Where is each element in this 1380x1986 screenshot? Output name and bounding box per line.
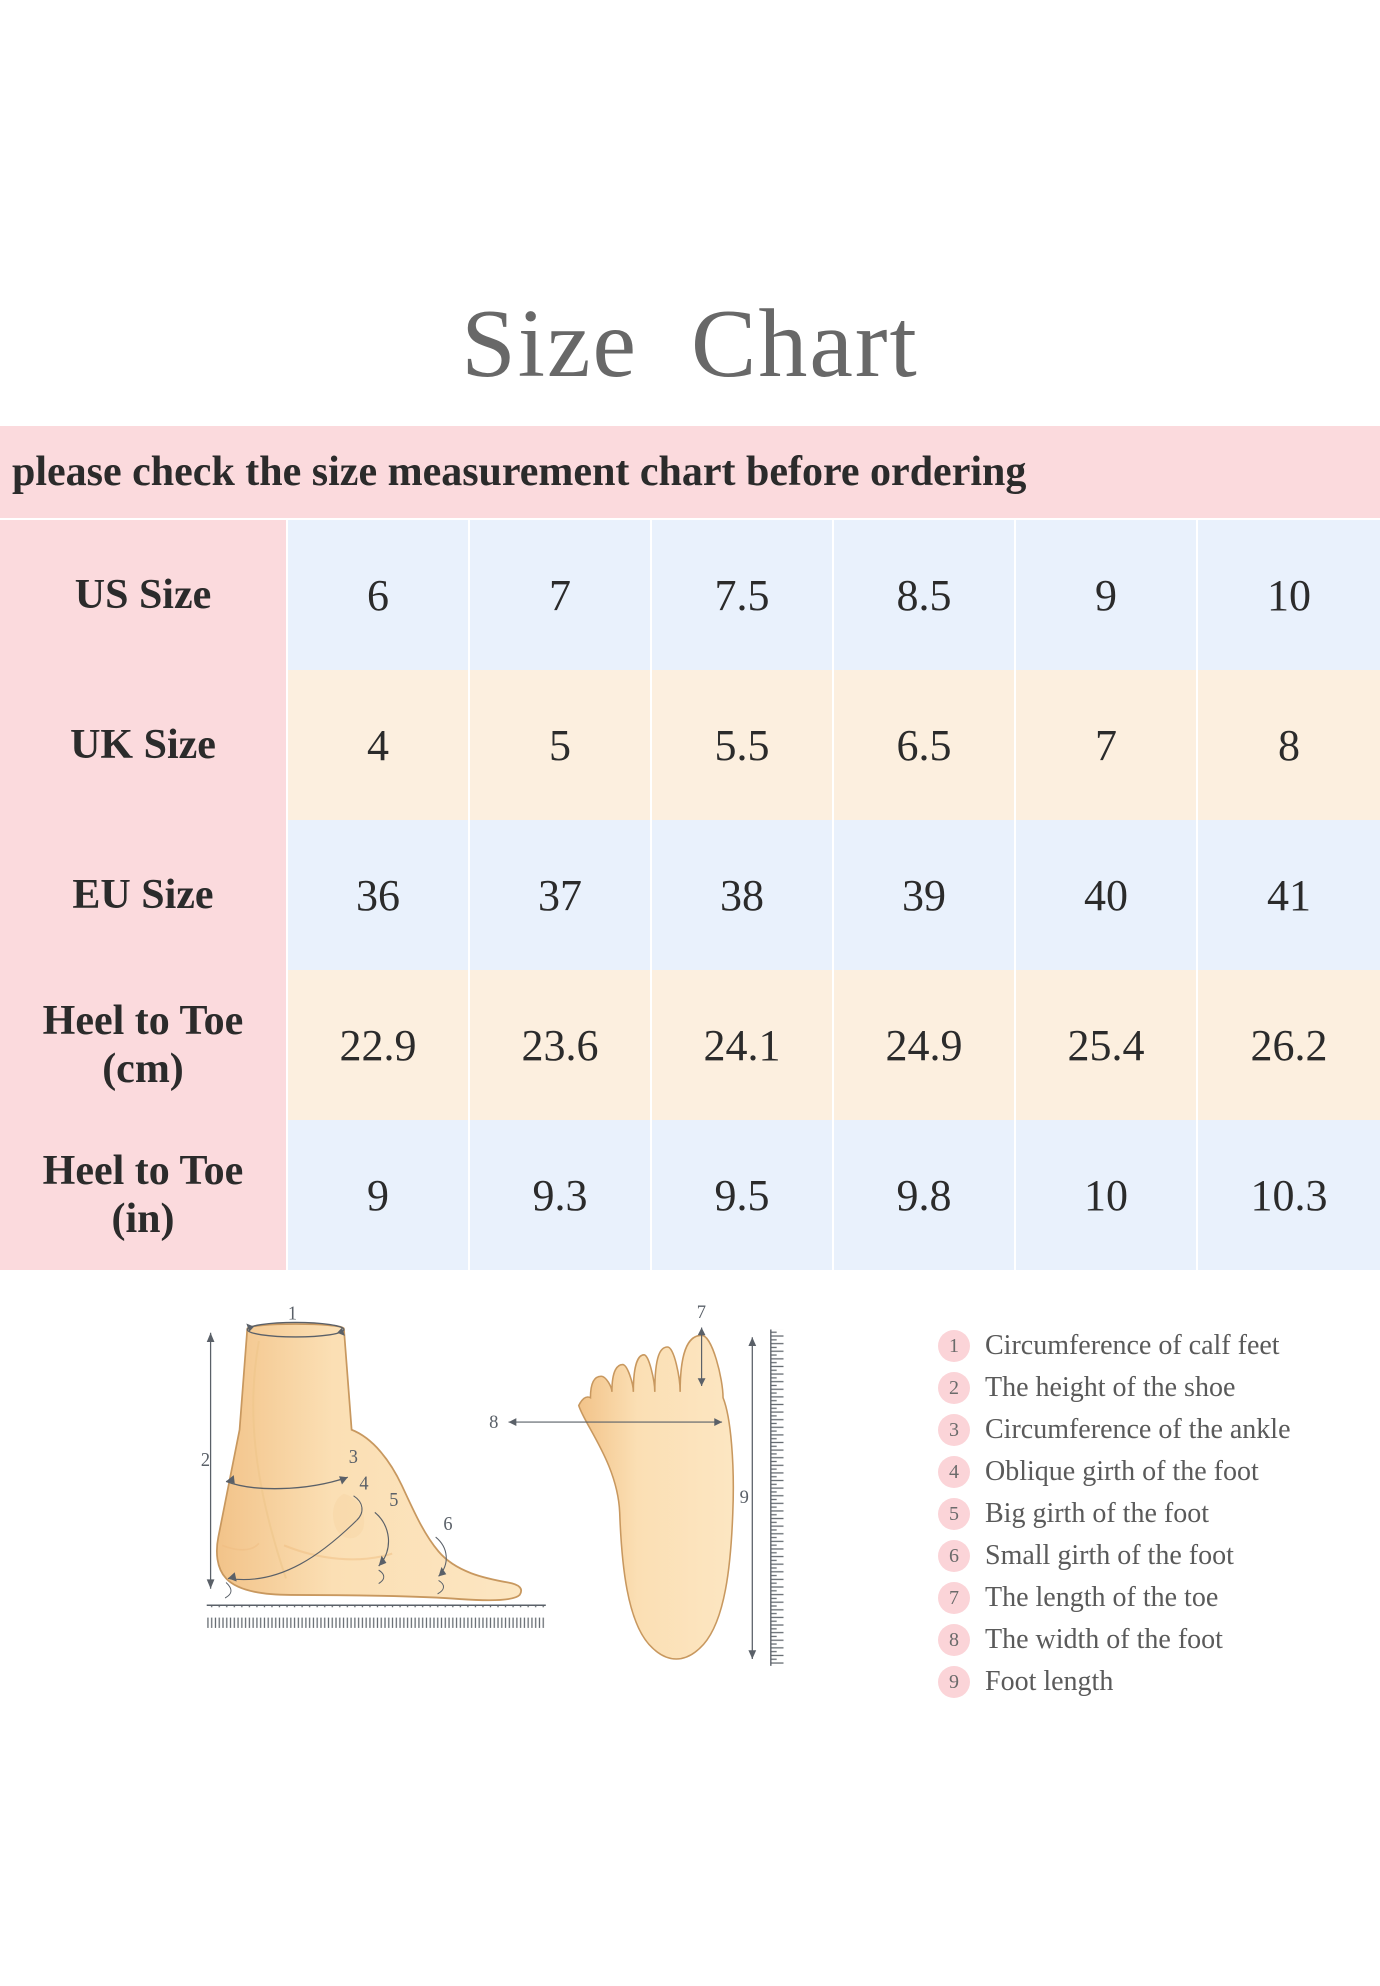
svg-text:3: 3 [349,1446,358,1468]
svg-text:9: 9 [740,1487,749,1508]
svg-text:2: 2 [201,1449,210,1471]
svg-text:4: 4 [359,1473,369,1495]
svg-text:7: 7 [697,1302,706,1323]
svg-text:5: 5 [389,1490,398,1512]
svg-text:8: 8 [489,1412,498,1433]
svg-text:1: 1 [288,1303,297,1325]
svg-text:6: 6 [443,1513,452,1535]
